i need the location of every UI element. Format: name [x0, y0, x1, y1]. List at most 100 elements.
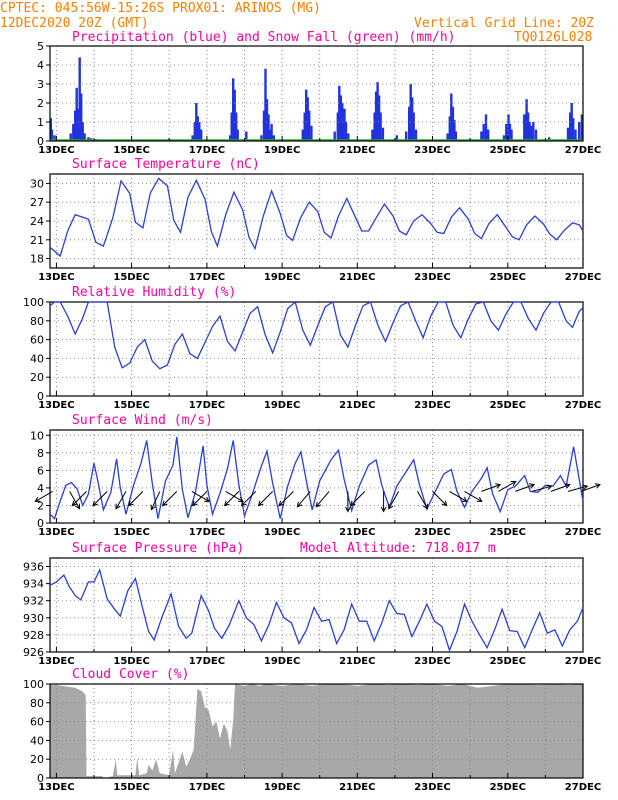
- wind-arrow-28: [532, 485, 552, 492]
- pressure-line: [49, 568, 584, 653]
- x-tick-label: 17DEC: [189, 145, 225, 156]
- precip-bar-66: [448, 116, 451, 141]
- wind-arrow-11: [224, 491, 240, 506]
- y-tick-label: 60: [30, 334, 44, 347]
- wind-arrow-head-26: [510, 480, 517, 486]
- wind-arrow-head-4: [115, 503, 121, 510]
- precip-bar-1: [50, 129, 54, 141]
- precip-bar-5: [74, 110, 77, 141]
- precip-bar-33: [267, 114, 270, 141]
- wind-arrow-23: [449, 490, 468, 502]
- wind-arrow-head-5: [128, 500, 134, 507]
- precip-bar-49: [344, 122, 348, 141]
- temperature-panel: Surface Temperature (nC) 18 21 24 27 30 13DEC…: [30, 157, 601, 283]
- plot-frame: [49, 557, 584, 653]
- x-tick-label: 13DEC: [38, 145, 74, 156]
- precip-bar-17: [193, 122, 196, 141]
- precip-bar-89: [569, 112, 572, 141]
- precip-bar-35: [270, 123, 273, 141]
- x-tick-label: 15DEC: [113, 400, 149, 411]
- precip-bar-53: [374, 91, 378, 141]
- wind-arrow-12: [241, 491, 257, 506]
- y-tick-label: 80: [30, 315, 44, 328]
- wind-arrow-head-2: [71, 500, 78, 507]
- wind-arrow-24: [464, 490, 483, 502]
- precip-bar-51: [371, 129, 374, 141]
- precip-bar-42: [310, 125, 313, 141]
- precip-bar-3: [69, 133, 72, 141]
- x-tick-label: 27DEC: [565, 400, 601, 411]
- y-tick-label: 0: [37, 390, 44, 403]
- y-tick-label: 3: [37, 78, 44, 91]
- x-tick-label: 21DEC: [339, 400, 375, 411]
- humidity-panel: Relative Humidity (%) 0 20 40 60 80 100 13DEC 1…: [23, 285, 601, 411]
- wind-arrow-head-25: [495, 483, 502, 489]
- precip-bar-91: [572, 118, 575, 141]
- x-tick-label: 13DEC: [38, 656, 74, 667]
- x-tick-label: 27DEC: [565, 272, 601, 283]
- wind-speed-line: [49, 436, 584, 520]
- x-tick-label: 15DEC: [113, 527, 149, 538]
- wind-arrow-head-21: [422, 503, 429, 510]
- x-tick-label: 23DEC: [414, 272, 450, 283]
- x-tick-label: 25DEC: [490, 272, 526, 283]
- precip-bar-25: [233, 89, 236, 141]
- x-tick-label: 25DEC: [490, 400, 526, 411]
- wind-arrow-head-8: [204, 496, 210, 502]
- x-tick-label: 13DEC: [38, 272, 74, 283]
- header-vgrid: Vertical Grid Line: 20Z: [414, 16, 594, 31]
- precip-bar-39: [305, 89, 308, 141]
- precip-bar-93: [578, 122, 581, 141]
- precip-bar-28: [245, 131, 248, 141]
- wind-arrow-9: [192, 491, 208, 506]
- precip-bar-54: [376, 82, 379, 141]
- wind-arrow-13: [258, 491, 274, 506]
- humidity-title: Relative Humidity (%): [72, 285, 236, 300]
- y-tick-label: 20: [30, 371, 44, 384]
- precip-bar-30: [262, 110, 266, 141]
- precip-bar-7: [77, 108, 80, 141]
- wind-arrow-head-13: [257, 500, 264, 507]
- wind-arrow-30: [567, 485, 588, 492]
- header-location: CPTEC: 045:56W-15:26S PROX01: ARINOS (MG…: [0, 1, 321, 16]
- precip-bar-78: [508, 123, 512, 141]
- wind-arrow-head-20: [388, 503, 394, 510]
- wind-arrow-3: [92, 491, 108, 506]
- wind-arrow-head-27: [529, 483, 536, 489]
- cloud-cover-area: [50, 684, 583, 778]
- precip-bar-21: [200, 129, 203, 141]
- x-tick-label: 21DEC: [339, 527, 375, 538]
- cloud-cover-panel: Cloud Cover (%) 0 20 40 60 80 100 13DEC 15DEC 17…: [23, 667, 601, 793]
- precip-bar-57: [381, 127, 385, 141]
- y-tick-label: 27: [30, 196, 44, 209]
- x-tick-label: 19DEC: [264, 272, 300, 283]
- precip-bar-90: [570, 103, 573, 141]
- precip-bar-41: [308, 110, 311, 141]
- precip-bar-87: [547, 137, 551, 141]
- precip-bar-92: [574, 129, 577, 141]
- precip-bar-32: [265, 99, 269, 141]
- model-altitude: Model Altitude: 718.017 m: [300, 541, 496, 556]
- wind-arrow-29: [550, 484, 570, 492]
- precip-bar-84: [529, 125, 533, 141]
- wind-arrow-27: [515, 484, 535, 492]
- x-tick-label: 25DEC: [490, 656, 526, 667]
- x-tick-label: 13DEC: [38, 782, 74, 793]
- x-tick-label: 25DEC: [490, 527, 526, 538]
- x-tick-label: 15DEC: [113, 656, 149, 667]
- precip-bar-86: [534, 129, 538, 141]
- plot-frame: [49, 45, 584, 142]
- y-tick-label: 6: [37, 464, 44, 477]
- precip-bar-59: [405, 131, 408, 141]
- wind-arrow-1: [69, 491, 81, 509]
- wind-arrow-8: [191, 490, 210, 502]
- wind-arrow-head-28: [546, 484, 553, 491]
- precip-bar-48: [343, 108, 346, 141]
- x-tick-label: 19DEC: [264, 656, 300, 667]
- y-tick-label: 20: [30, 753, 44, 766]
- y-tick-label: 936: [23, 561, 44, 574]
- y-tick-label: 21: [30, 234, 44, 247]
- precip-bar-72: [482, 123, 485, 141]
- wind-panel: Surface Wind (m/s) 0 2 4 6 8 10 13DEC 15DEC 17DE…: [30, 413, 601, 538]
- precip-bar-43: [333, 131, 336, 141]
